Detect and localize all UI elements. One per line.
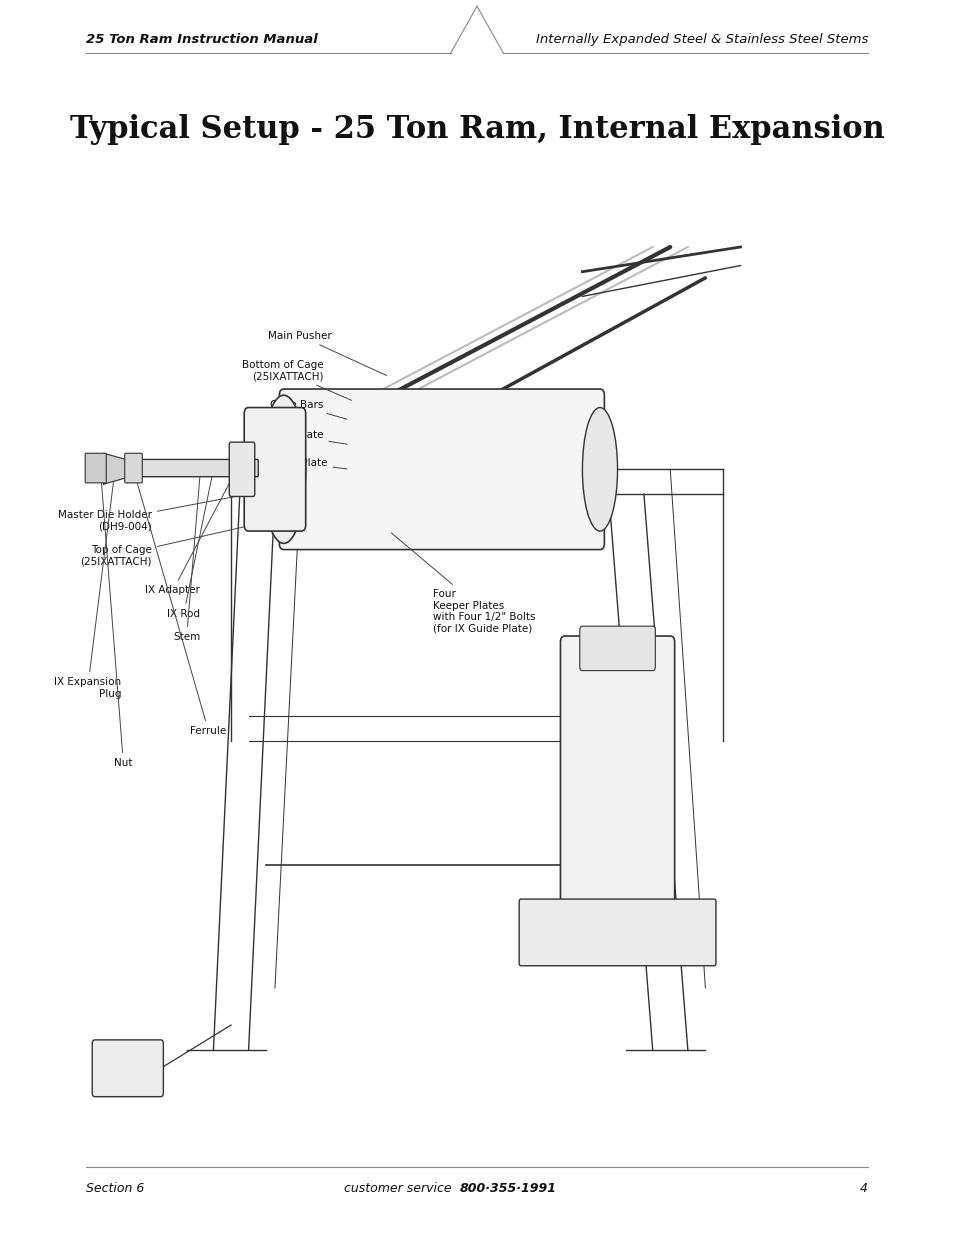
Text: Main Pusher: Main Pusher bbox=[268, 331, 386, 375]
Ellipse shape bbox=[261, 395, 305, 543]
Text: Top of Cage
(25IXATTACH): Top of Cage (25IXATTACH) bbox=[80, 525, 250, 567]
Text: Typical Setup - 25 Ton Ram, Internal Expansion: Typical Setup - 25 Ton Ram, Internal Exp… bbox=[70, 114, 883, 146]
Text: IX Guide Plate: IX Guide Plate bbox=[250, 430, 347, 445]
Text: Master Die Holder
(DH9-004): Master Die Holder (DH9-004) bbox=[58, 494, 246, 532]
Text: Bed Plate: Bed Plate bbox=[278, 458, 347, 469]
FancyBboxPatch shape bbox=[244, 408, 305, 531]
FancyBboxPatch shape bbox=[579, 626, 655, 671]
FancyBboxPatch shape bbox=[229, 442, 254, 496]
Text: Cage Bars: Cage Bars bbox=[270, 400, 347, 419]
Polygon shape bbox=[104, 453, 130, 484]
Text: Bottom of Cage
(25IXATTACH): Bottom of Cage (25IXATTACH) bbox=[241, 359, 351, 400]
Text: 25 Ton Ram Instruction Manual: 25 Ton Ram Instruction Manual bbox=[86, 32, 317, 46]
Ellipse shape bbox=[581, 408, 617, 531]
Text: IX Rod: IX Rod bbox=[167, 472, 213, 619]
Text: 800·355·1991: 800·355·1991 bbox=[459, 1182, 556, 1194]
FancyBboxPatch shape bbox=[518, 899, 715, 966]
Text: Internally Expanded Steel & Stainless Steel Stems: Internally Expanded Steel & Stainless St… bbox=[535, 32, 867, 46]
Text: 4: 4 bbox=[859, 1182, 867, 1194]
FancyBboxPatch shape bbox=[92, 1040, 163, 1097]
Text: IX Adapter: IX Adapter bbox=[145, 474, 233, 595]
Text: Stem: Stem bbox=[172, 474, 200, 642]
FancyBboxPatch shape bbox=[125, 459, 258, 477]
Text: Nut: Nut bbox=[101, 479, 132, 768]
FancyBboxPatch shape bbox=[559, 636, 674, 920]
Text: Section 6: Section 6 bbox=[86, 1182, 144, 1194]
FancyBboxPatch shape bbox=[125, 453, 142, 483]
Text: Ferrule: Ferrule bbox=[137, 482, 227, 736]
Text: IX Expansion
Plug: IX Expansion Plug bbox=[54, 472, 121, 699]
FancyBboxPatch shape bbox=[85, 453, 106, 483]
Text: Four
Keeper Plates
with Four 1/2" Bolts
(for IX Guide Plate): Four Keeper Plates with Four 1/2" Bolts … bbox=[391, 532, 535, 634]
Text: customer service: customer service bbox=[343, 1182, 459, 1194]
FancyBboxPatch shape bbox=[279, 389, 604, 550]
